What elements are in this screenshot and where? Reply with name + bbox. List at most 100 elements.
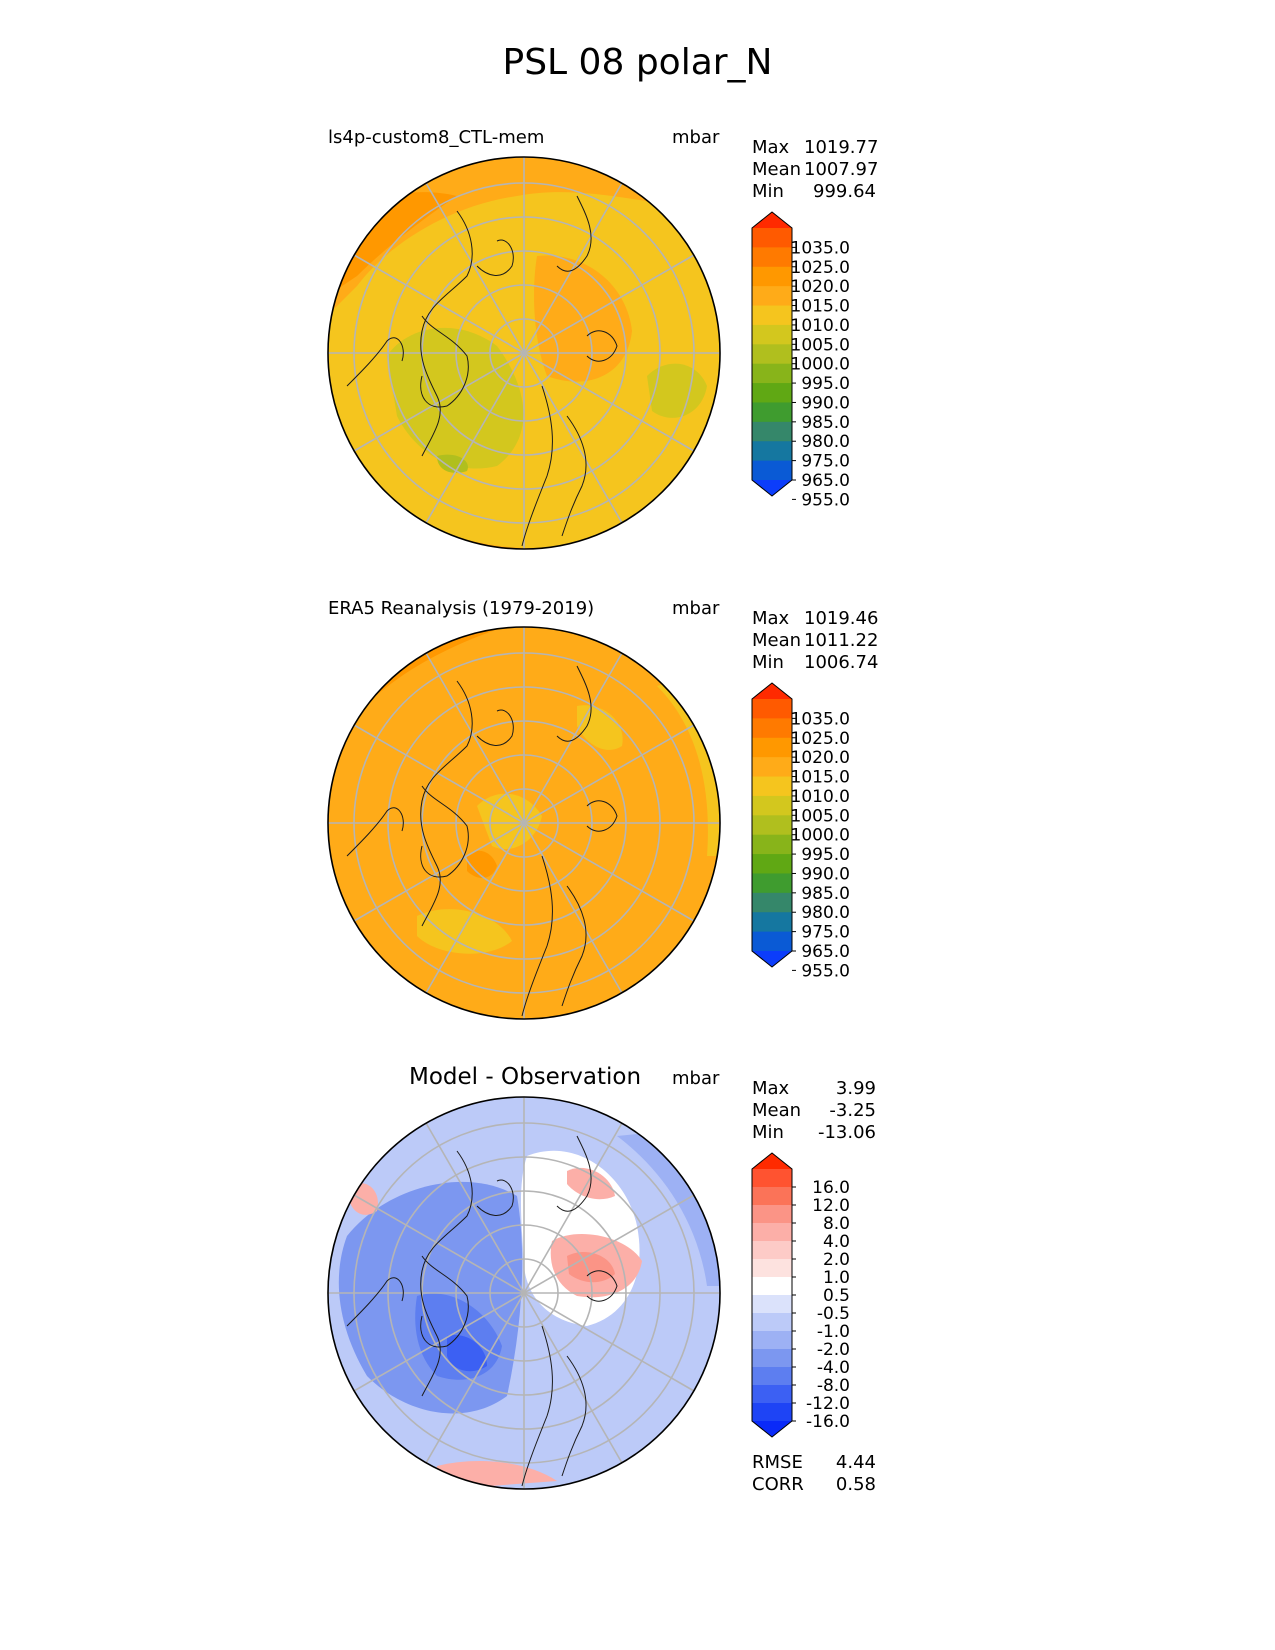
panel2-stats: Max 1019.46 Mean 1011.22 Min 1006.74 <box>752 608 879 674</box>
panel1-colorbar: 1035.01025.01020.01015.01010.01005.01000… <box>751 211 850 510</box>
colorbar-tick-label: -12.0 <box>806 1394 850 1414</box>
colorbar-tick-label: 995.0 <box>801 845 850 865</box>
panel2-field-low-south <box>417 909 512 954</box>
colorbar-tick-label: 1010.0 <box>791 787 850 807</box>
panel3-graticule <box>328 1097 720 1489</box>
colorbar-tick-label: 965.0 <box>801 471 850 491</box>
colorbar-tick-label: 1015.0 <box>791 297 850 317</box>
colorbar-bin <box>752 737 792 758</box>
panel2-graticule <box>328 627 720 1019</box>
colorbar-tick-label: 1035.0 <box>791 709 850 729</box>
colorbar-tick-label: -0.5 <box>817 1304 850 1324</box>
colorbar-bin <box>752 1169 792 1188</box>
panel2-field-high-center <box>467 850 497 878</box>
colorbar-bin <box>752 931 792 952</box>
colorbar-tick-label: 1035.0 <box>791 238 850 258</box>
colorbar-bin <box>752 776 792 797</box>
colorbar-bin <box>752 892 792 913</box>
colorbar-bin <box>752 383 792 403</box>
colorbar-bin <box>752 815 792 836</box>
panel3-title: Model - Observation <box>409 1064 642 1090</box>
panel1-stat-max-value: 1019.77 <box>804 137 879 158</box>
colorbar-bin <box>752 1385 792 1404</box>
panel3-stats: Max 3.99 Mean -3.25 Min -13.06 <box>752 1078 876 1144</box>
colorbar-bin <box>752 421 792 442</box>
colorbar-bin <box>752 1259 792 1278</box>
panel3-coastlines <box>346 1135 618 1487</box>
colorbar-bin <box>752 305 792 326</box>
colorbar-bin <box>752 1205 792 1224</box>
colorbar-extend-bottom <box>752 951 792 967</box>
panel2-stat-max-label: Max <box>752 608 790 629</box>
panel1-stats: Max 1019.77 Mean 1007.97 Min 999.64 <box>752 137 879 203</box>
panel1-units: mbar <box>672 127 720 148</box>
panel1-stat-max-label: Max <box>752 137 790 158</box>
panel2-field-low-ne <box>577 705 623 750</box>
colorbar-bin <box>752 1367 792 1386</box>
panel1-stat-min-label: Min <box>752 181 784 202</box>
colorbar-extend-bottom <box>752 480 792 496</box>
colorbar-tick-label: 1025.0 <box>791 258 850 278</box>
colorbar-bin <box>752 363 792 384</box>
panel2-colorbar: 1035.01025.01020.01015.01010.01005.01000… <box>751 682 850 981</box>
colorbar-bin <box>752 912 792 933</box>
colorbar-bin <box>752 834 792 855</box>
colorbar-tick-label: 995.0 <box>801 374 850 394</box>
colorbar-bin <box>752 228 792 248</box>
colorbar-tick-label: 1020.0 <box>791 748 850 768</box>
colorbar-bin <box>752 795 792 816</box>
colorbar-tick-label: 985.0 <box>801 884 850 904</box>
panel3-stat-mean-value: -3.25 <box>829 1100 876 1121</box>
colorbar-tick-label: 1025.0 <box>791 729 850 749</box>
colorbar-tick-label: 8.0 <box>823 1214 850 1234</box>
colorbar-bin <box>752 286 792 307</box>
panel2-map <box>327 626 721 1020</box>
colorbar-tick-label: 1005.0 <box>791 335 850 355</box>
colorbar-tick-label: 1010.0 <box>791 316 850 336</box>
colorbar-tick-label: 980.0 <box>801 903 850 923</box>
panel1-stat-min-value: 999.64 <box>813 181 876 202</box>
colorbar-tick-label: 1000.0 <box>791 355 850 375</box>
panel2-stat-mean-value: 1011.22 <box>804 630 879 651</box>
panel2-stat-min-label: Min <box>752 652 784 673</box>
panel1-field-lowest <box>437 454 468 473</box>
panel1-stat-mean-label: Mean <box>752 159 802 180</box>
panel2-stat-max-value: 1019.46 <box>804 608 879 629</box>
colorbar-bin <box>752 699 792 719</box>
panel3-stat-min-value: -13.06 <box>817 1122 876 1143</box>
colorbar-tick-label: 1005.0 <box>791 806 850 826</box>
panel3-corr-label: CORR <box>752 1474 804 1495</box>
colorbar-tick-label: 980.0 <box>801 432 850 452</box>
panel3-field-pos-core <box>567 1252 615 1283</box>
colorbar-tick-label: 975.0 <box>801 452 850 472</box>
colorbar-tick-label: 4.0 <box>823 1232 850 1252</box>
panel1-stat-mean-value: 1007.97 <box>804 159 879 180</box>
colorbar-extend-top <box>752 1153 792 1169</box>
colorbar-tick-label: 1.0 <box>823 1268 850 1288</box>
colorbar-tick-label: -2.0 <box>817 1340 850 1360</box>
colorbar-tick-label: 0.5 <box>823 1286 850 1306</box>
colorbar-tick-label: 990.0 <box>801 393 850 413</box>
colorbar-tick-label: 975.0 <box>801 923 850 943</box>
panel1-title: ls4p-custom8_CTL-mem <box>328 127 545 148</box>
colorbar-bin <box>752 1349 792 1368</box>
colorbar-tick-label: 12.0 <box>812 1196 850 1216</box>
colorbar-bin <box>752 402 792 423</box>
colorbar-bin <box>752 1223 792 1242</box>
panel3-field-neg-core <box>447 1335 487 1372</box>
colorbar-bin <box>752 1277 792 1296</box>
colorbar-tick-label: -1.0 <box>817 1322 850 1342</box>
colorbar-bin <box>752 1331 792 1350</box>
colorbar-tick-label: 1020.0 <box>791 277 850 297</box>
colorbar-bin <box>752 266 792 287</box>
colorbar-extend-top <box>752 683 792 699</box>
panel3-stat-max-value: 3.99 <box>835 1078 876 1099</box>
colorbar-extend-top <box>752 212 792 228</box>
colorbar-bin <box>752 324 792 345</box>
colorbar-tick-label: 955.0 <box>801 961 850 981</box>
colorbar-tick-label: 2.0 <box>823 1250 850 1270</box>
panel2-coastlines <box>346 665 618 1017</box>
colorbar-bin <box>752 757 792 778</box>
colorbar-bin <box>752 1313 792 1332</box>
panel1-coastlines <box>346 195 618 547</box>
